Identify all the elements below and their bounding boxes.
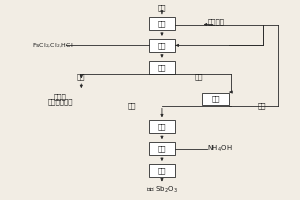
Text: 滤液: 滤液: [258, 103, 266, 109]
Text: 洗涤: 洗涤: [158, 124, 166, 130]
FancyBboxPatch shape: [148, 142, 176, 155]
Text: FsCl$_2$,Cl$_2$,HCl: FsCl$_2$,Cl$_2$,HCl: [32, 41, 74, 50]
Text: 产品 Sb$_2$O$_3$: 产品 Sb$_2$O$_3$: [146, 185, 178, 195]
Text: 水解后液: 水解后液: [207, 18, 224, 25]
Text: 浸出: 浸出: [158, 42, 166, 49]
Text: 过滤: 过滤: [158, 64, 166, 71]
FancyBboxPatch shape: [148, 39, 176, 52]
FancyBboxPatch shape: [148, 61, 176, 74]
FancyBboxPatch shape: [148, 120, 176, 133]
Text: 回收硫及残锑: 回收硫及残锑: [48, 99, 73, 105]
FancyBboxPatch shape: [148, 164, 176, 177]
FancyBboxPatch shape: [202, 93, 229, 105]
Text: 沉淀: 沉淀: [128, 103, 136, 109]
Text: 矿石: 矿石: [158, 4, 166, 11]
Text: 滤渣: 滤渣: [77, 73, 86, 80]
Text: 滤液: 滤液: [195, 73, 203, 80]
Text: NH$_4$OH: NH$_4$OH: [207, 144, 232, 154]
Text: 焙干: 焙干: [158, 167, 166, 174]
Text: 中和: 中和: [158, 145, 166, 152]
Text: 水解: 水解: [212, 96, 220, 102]
Text: 送选矿: 送选矿: [54, 94, 67, 100]
Text: 碎矿: 碎矿: [158, 20, 166, 27]
FancyBboxPatch shape: [148, 17, 176, 30]
